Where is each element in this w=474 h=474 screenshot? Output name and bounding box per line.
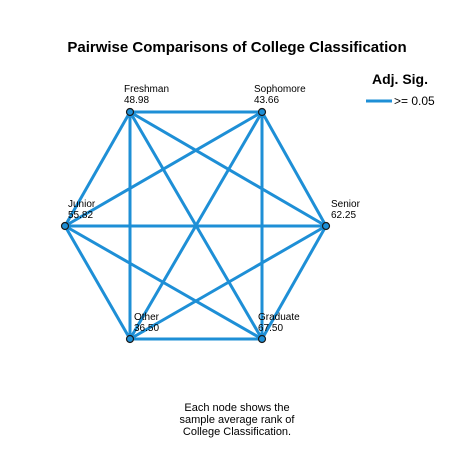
legend-title: Adj. Sig. — [372, 71, 428, 87]
edge-senior-graduate — [260, 225, 328, 340]
node-value-other: 36.50 — [134, 323, 159, 334]
node-marker-freshman — [125, 107, 135, 117]
node-value-senior: 62.25 — [331, 210, 356, 221]
edge-senior-other — [129, 224, 327, 341]
node-marker-graduate — [257, 334, 267, 344]
node-value-freshman: 48.98 — [124, 95, 149, 106]
footnote-line-1: Each node shows the — [184, 402, 289, 414]
footnote-line-3: College Classification. — [183, 426, 291, 438]
node-marker-other — [125, 334, 135, 344]
node-value-sophomore: 43.66 — [254, 95, 279, 106]
node-name-other: Other — [134, 312, 160, 323]
footnote-line-2: sample average rank of — [180, 414, 296, 426]
node-value-junior: 55.82 — [68, 210, 93, 221]
node-name-sophomore: Sophomore — [254, 84, 306, 95]
node-marker-senior — [321, 221, 331, 231]
node-value-graduate: 67.50 — [258, 323, 283, 334]
legend-label: >= 0.05 — [394, 94, 435, 108]
node-marker-junior — [60, 221, 70, 231]
node-marker-sophomore — [257, 107, 267, 117]
node-name-junior: Junior — [68, 199, 96, 210]
chart-title: Pairwise Comparisons of College Classifi… — [67, 39, 406, 56]
edge-sophomore-senior — [260, 111, 328, 227]
legend: Adj. Sig. >= 0.05 — [366, 71, 435, 108]
node-name-freshman: Freshman — [124, 84, 169, 95]
node-name-graduate: Graduate — [258, 312, 300, 323]
edge-graduate-junior — [64, 224, 263, 341]
edge-other-junior — [63, 225, 132, 340]
footnote: Each node shows the sample average rank … — [180, 402, 296, 438]
edge-sophomore-junior — [64, 110, 263, 228]
node-name-senior: Senior — [331, 199, 361, 210]
edges-layer — [63, 110, 328, 341]
edge-freshman-junior — [63, 111, 132, 227]
